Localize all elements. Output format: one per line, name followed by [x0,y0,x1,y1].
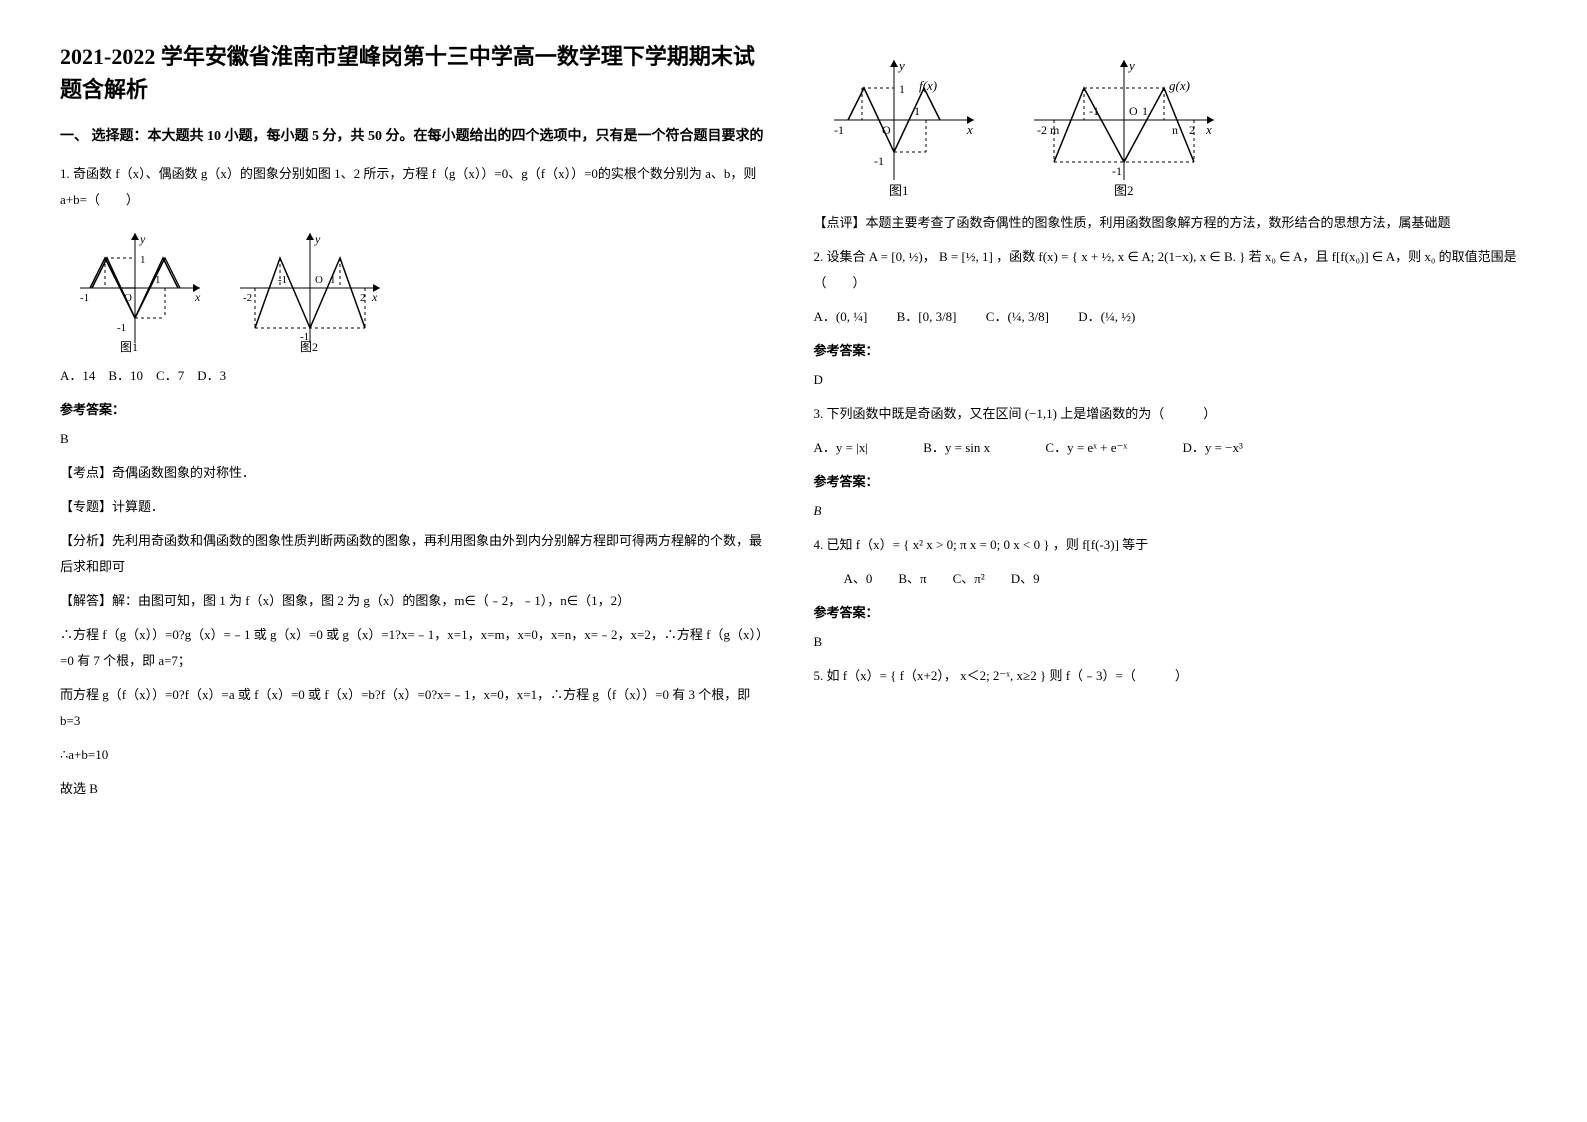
q5-text-a: 5. 如 f（x）= [814,668,887,683]
q1-answer: B [60,426,774,452]
q4-fn: { x² x > 0; π x = 0; 0 x < 0 } [903,537,1049,552]
q1-fenxi: 【分析】先利用奇函数和偶函数的图象性质判断两函数的图象，再利用图象由外到内分别解… [60,528,774,580]
q4-options: A、0 B、π C、π² D、9 [844,566,1528,592]
q1-figure-large: y x O f(x) 1 1 -1 -1 [814,50,1528,200]
fig2-caption: 图2 [300,340,318,353]
tick-m1-lb: -1 [874,154,884,168]
q1-line4: 故选 B [60,776,774,802]
tick-m2: -2 [243,292,252,304]
fig2-caption-l: 图2 [1114,183,1134,198]
tick-m2m-l: -2 m [1037,123,1060,137]
q2-optB: B．[0, 3/8] [897,309,957,324]
q3-options: A．y = |x| B．y = sin x C．y = eˣ + e⁻ˣ D．y… [814,435,1528,461]
q2-fn: f(x) = { x + ½, x ∈ A; 2(1−x), x ∈ B. } [1038,249,1245,264]
q4-answer-heading: 参考答案： [814,602,1528,621]
y-axis-label-l2: y [1127,58,1135,73]
origin-label-2: O [315,274,323,286]
q2-stem: 2. 设集合 A = [0, ½)， B = [½, 1] ，函数 f(x) =… [814,244,1528,296]
q1-jieda: 【解答】解：由图可知，图 1 为 f（x）图象，图 2 为 g（x）的图象，m∈… [60,588,774,614]
origin-l2: O [1129,104,1138,118]
y-axis-label-2: y [314,232,321,246]
tick-1-l2: 1 [1142,104,1148,118]
q5-fn: { f（x+2）， x＜2; 2⁻ˣ, x≥2 } [890,668,1046,683]
q2-optA: A．(0, ¼] [814,309,868,324]
section-heading: 一、 选择题：本大题共 10 小题，每小题 5 分，共 50 分。在每小题给出的… [60,124,774,151]
q1-zhuanti: 【专题】计算题． [60,494,774,520]
q1-line1: ∴方程 f（g（x））=0?g（x）=﹣1 或 g（x）=0 或 g（x）=1?… [60,622,774,674]
q1-line3: ∴a+b=10 [60,742,774,768]
q1-options: A．14 B．10 C．7 D．3 [60,363,774,389]
tick-1-l: 1 [899,82,905,96]
q4-answer: B [814,629,1528,655]
f-label: f(x) [919,78,937,93]
y-axis-label: y [139,232,146,246]
q2-setB: B = [½, 1] [939,249,993,264]
y-axis-label-l1: y [897,58,905,73]
q2-optC: C．(¼, 3/8] [986,309,1049,324]
q3-optD: D．y = −x³ [1182,440,1242,455]
tick-1: 1 [140,254,146,266]
x-axis-label-2: x [371,290,378,304]
q2-text-b: ，函数 [996,249,1035,264]
q4-stem: 4. 已知 f（x）= { x² x > 0; π x = 0; 0 x < 0… [814,532,1528,558]
q1-dianping: 【点评】本题主要考查了函数奇偶性的图象性质，利用函数图象解方程的方法，数形结合的… [814,210,1528,236]
q3-optB: B．y = sin x [923,440,990,455]
q2-optD: D．(¼, ½) [1078,309,1135,324]
q3-answer: B [814,498,1528,524]
q2-answer-heading: 参考答案： [814,340,1528,359]
tick-n-l: n [1172,123,1178,137]
fig1-caption-l: 图1 [889,183,909,198]
q1-stem: 1. 奇函数 f（x）、偶函数 g（x）的图象分别如图 1、2 所示，方程 f（… [60,161,774,213]
x-axis-label: x [194,290,201,304]
q1-line2: 而方程 g（f（x））=0?f（x）=a 或 f（x）=0 或 f（x）=b?f… [60,682,774,734]
g-label: g(x) [1169,78,1190,93]
q2-options: A．(0, ¼] B．[0, 3/8] C．(¼, 3/8] D．(¼, ½) [814,304,1528,330]
tick-m1-l: -1 [834,123,844,137]
tick-m1: -1 [80,292,89,304]
x-axis-label-l1: x [966,122,973,137]
q5-text-b: 则 f（﹣3）=（ ） [1049,668,1187,683]
page-title: 2021-2022 学年安徽省淮南市望峰岗第十三中学高一数学理下学期期末试题含解… [60,40,774,106]
q3-optA: A．y = |x| [814,440,868,455]
x-axis-label-l2: x [1205,122,1212,137]
tick-m1-l2b: -1 [1112,164,1122,178]
answer-heading: 参考答案： [60,399,774,418]
q2-answer: D [814,367,1528,393]
q1-kaodian: 【考点】奇偶函数图象的对称性． [60,460,774,486]
q2-setA: A = [0, ½) [869,249,923,264]
q2-text-a: 2. 设集合 [814,249,866,264]
q1-figure-small: y x O 1 1 -1 -1 [60,223,774,353]
tick-m1b: -1 [117,322,126,334]
q4-text-b: ，则 f[f(-3)] 等于 [1053,537,1148,552]
q3-answer-heading: 参考答案： [814,471,1528,490]
fig1-caption: 图1 [120,340,138,353]
q5-stem: 5. 如 f（x）= { f（x+2）， x＜2; 2⁻ˣ, x≥2 } 则 f… [814,663,1528,689]
q3-stem: 3. 下列函数中既是奇函数，又在区间 (−1,1) 上是增函数的为（ ） [814,401,1528,427]
q3-optC: C．y = eˣ + e⁻ˣ [1045,440,1127,455]
tick-m1c: -1 [278,274,287,286]
q4-text-a: 4. 已知 f（x）= [814,537,900,552]
